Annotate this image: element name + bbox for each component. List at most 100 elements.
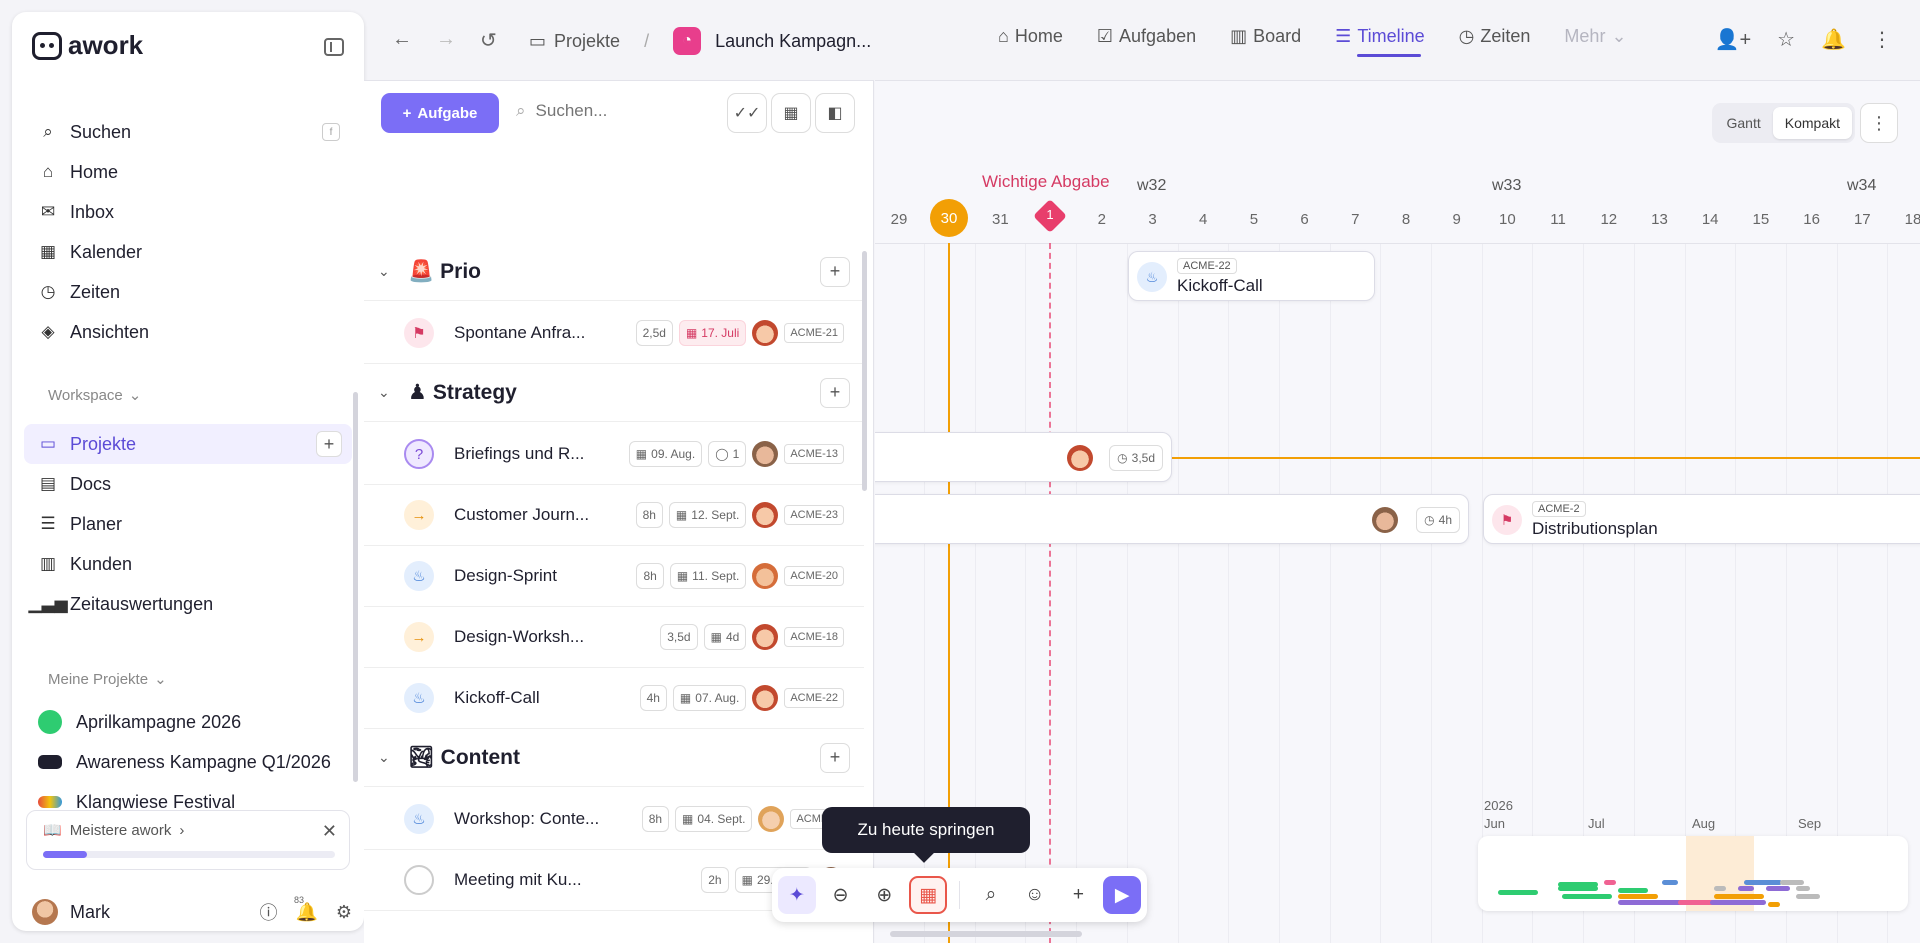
- comments-chip[interactable]: ◯ 1: [708, 441, 747, 467]
- gantt-bar-kickoff-call[interactable]: ♨ ACME-22 Kickoff-Call: [1128, 251, 1375, 301]
- ai-assistant-button[interactable]: ☺: [1016, 876, 1054, 914]
- effort-chip[interactable]: 4h: [639, 685, 667, 711]
- jump-to-today-button[interactable]: ▦: [909, 876, 948, 914]
- nav-item-inbox[interactable]: ✉ Inbox: [24, 192, 352, 232]
- group-header[interactable]: ⌄ ♟ Strategy +: [364, 364, 864, 422]
- collapse-panel-button[interactable]: ◧: [815, 93, 855, 133]
- avatar[interactable]: [752, 685, 779, 711]
- project-title[interactable]: Launch Kampagn...: [715, 30, 872, 51]
- avatar[interactable]: [752, 624, 779, 650]
- tab-home[interactable]: ⌂ Home: [998, 26, 1063, 47]
- select-tool-button[interactable]: ✦: [778, 876, 816, 914]
- tab-times[interactable]: ◷ Zeiten: [1459, 26, 1531, 47]
- duration-chip[interactable]: ▦ 4d: [703, 624, 747, 650]
- tab-board[interactable]: ▥ Board: [1230, 26, 1301, 47]
- add-task-to-group-button[interactable]: +: [820, 256, 850, 287]
- due-date-chip[interactable]: ▦ 12. Sept.: [668, 502, 747, 528]
- project-item[interactable]: Aprilkampagne 2026: [24, 702, 352, 742]
- milestone-label[interactable]: Wichtige Abgabe: [982, 172, 1110, 191]
- today-marker[interactable]: 30: [930, 199, 968, 237]
- add-task-to-group-button[interactable]: +: [820, 742, 850, 773]
- task-row[interactable]: ? Briefings und R... ▦ 09. Aug. ◯ 1 ACME-1…: [364, 424, 864, 485]
- add-task-button[interactable]: + Aufgabe: [381, 93, 499, 133]
- user-name[interactable]: Mark: [70, 901, 110, 922]
- effort-chip[interactable]: 8h: [636, 563, 664, 589]
- sidebar-item-planner[interactable]: ☰ Planer: [24, 504, 352, 544]
- calendar-button[interactable]: ▦: [771, 93, 811, 133]
- add-button[interactable]: +: [1060, 876, 1098, 914]
- avatar[interactable]: [32, 899, 58, 925]
- timeline-grid[interactable]: [875, 243, 1920, 943]
- effort-chip[interactable]: 8h: [635, 502, 663, 528]
- tab-tasks[interactable]: ☑ Aufgaben: [1097, 26, 1196, 47]
- gantt-bar-customer-journey[interactable]: ◷ 4h: [875, 494, 1469, 544]
- timeline-more-button[interactable]: ⋮: [1860, 103, 1898, 143]
- bell-icon[interactable]: 🔔: [1821, 29, 1846, 51]
- zoom-in-button[interactable]: ⊕: [866, 876, 904, 914]
- task-list-scrollbar[interactable]: [862, 251, 867, 491]
- forward-arrow-icon[interactable]: →: [436, 28, 456, 50]
- history-icon[interactable]: ↺: [480, 30, 497, 52]
- help-icon[interactable]: ⓘ: [259, 903, 278, 923]
- onboarding-card[interactable]: 📖 Meistere awork › ✕: [26, 810, 350, 870]
- chevron-down-icon[interactable]: ⌄: [378, 384, 390, 400]
- nav-item-home[interactable]: ⌂ Home: [24, 152, 352, 192]
- effort-chip[interactable]: 2h: [701, 867, 729, 893]
- due-date-chip[interactable]: ▦ 09. Aug.: [628, 441, 703, 467]
- task-row[interactable]: ♨ Workshop: Conte... 8h ▦ 04. Sept. ACME-…: [364, 789, 864, 850]
- back-arrow-icon[interactable]: ←: [392, 28, 412, 50]
- gantt-bar-distribution[interactable]: ⚑ ACME-2 Distributionsplan: [1483, 494, 1920, 544]
- view-gantt-button[interactable]: Gantt: [1726, 115, 1761, 131]
- avatar[interactable]: [752, 502, 779, 528]
- due-date-chip[interactable]: ▦ 07. Aug.: [672, 685, 747, 711]
- tab-more[interactable]: Mehr ⌄: [1564, 26, 1626, 47]
- group-header[interactable]: ⌄ 🚨 Prio +: [364, 243, 864, 301]
- add-member-icon[interactable]: 👤+: [1714, 29, 1752, 51]
- avatar[interactable]: [752, 441, 779, 467]
- task-row[interactable]: → Design-Worksh... 3,5d ▦ 4d ACME-18: [364, 607, 864, 668]
- breadcrumb-projects[interactable]: Projekte: [554, 30, 621, 51]
- sidebar-collapse-button[interactable]: [324, 38, 344, 56]
- avatar[interactable]: [758, 806, 785, 832]
- effort-chip[interactable]: 8h: [641, 806, 670, 832]
- task-search-input[interactable]: [535, 101, 686, 121]
- add-project-button[interactable]: +: [316, 431, 342, 457]
- workspace-section-title[interactable]: Workspace ⌄: [48, 386, 141, 405]
- chevron-down-icon[interactable]: ⌄: [378, 263, 390, 279]
- avatar[interactable]: [1067, 445, 1093, 471]
- nav-item-calendar[interactable]: ▦ Kalender: [24, 232, 352, 272]
- avatar[interactable]: [1372, 507, 1398, 533]
- sidebar-item-reports[interactable]: ▁▃▅ Zeitauswertungen: [24, 584, 352, 624]
- group-header[interactable]: ⌄ 🏞 Content +: [364, 729, 864, 787]
- search-button[interactable]: ⌕: [972, 876, 1010, 914]
- onboarding-title[interactable]: 📖 Meistere awork ›: [43, 821, 184, 840]
- chevron-down-icon[interactable]: ⌄: [378, 749, 390, 765]
- zoom-out-button[interactable]: ⊖: [822, 876, 860, 914]
- gantt-bar-briefings[interactable]: ◷ 3,5d: [875, 432, 1172, 482]
- task-row[interactable]: → Customer Journ... 8h ▦ 12. Sept. ACME-2…: [364, 485, 864, 546]
- more-vertical-icon[interactable]: ⋮: [1872, 29, 1892, 51]
- timeline-minimap[interactable]: 2026 Jun Jul Aug Sep: [1478, 798, 1908, 913]
- avatar[interactable]: [752, 320, 779, 346]
- tab-timeline[interactable]: ☰ Timeline: [1335, 26, 1425, 57]
- effort-chip[interactable]: 3,5d: [660, 624, 698, 650]
- close-icon[interactable]: ✕: [321, 821, 337, 841]
- play-button[interactable]: ▶: [1103, 876, 1142, 914]
- sidebar-item-docs[interactable]: ▤ Docs: [24, 464, 352, 504]
- brand-logo[interactable]: awork: [32, 30, 143, 61]
- due-date-chip[interactable]: ▦ 17. Juli: [678, 320, 747, 346]
- task-row[interactable]: ♨ Design-Sprint 8h ▦ 11. Sept. ACME-20: [364, 546, 864, 607]
- bell-icon[interactable]: 🔔: [295, 901, 318, 922]
- task-row[interactable]: ♨ Kickoff-Call 4h ▦ 07. Aug. ACME-22: [364, 668, 864, 729]
- nav-item-views[interactable]: ◈ Ansichten: [24, 312, 352, 352]
- project-item[interactable]: Awareness Kampagne Q1/2026: [24, 742, 352, 782]
- effort-chip[interactable]: 2,5d: [635, 320, 673, 346]
- sidebar-scrollbar[interactable]: [353, 392, 358, 782]
- add-task-to-group-button[interactable]: +: [820, 377, 850, 408]
- task-row[interactable]: ⚑ Spontane Anfra... 2,5d ▦ 17. Juli ACME-…: [364, 303, 864, 364]
- timeline-horizontal-scrollbar[interactable]: [890, 931, 1082, 937]
- sidebar-item-projects[interactable]: ▭ Projekte +: [24, 424, 352, 464]
- project-item[interactable]: Klangwiese Festival: [24, 782, 352, 822]
- view-compact-button[interactable]: Kompakt: [1772, 107, 1852, 139]
- avatar[interactable]: [752, 563, 779, 589]
